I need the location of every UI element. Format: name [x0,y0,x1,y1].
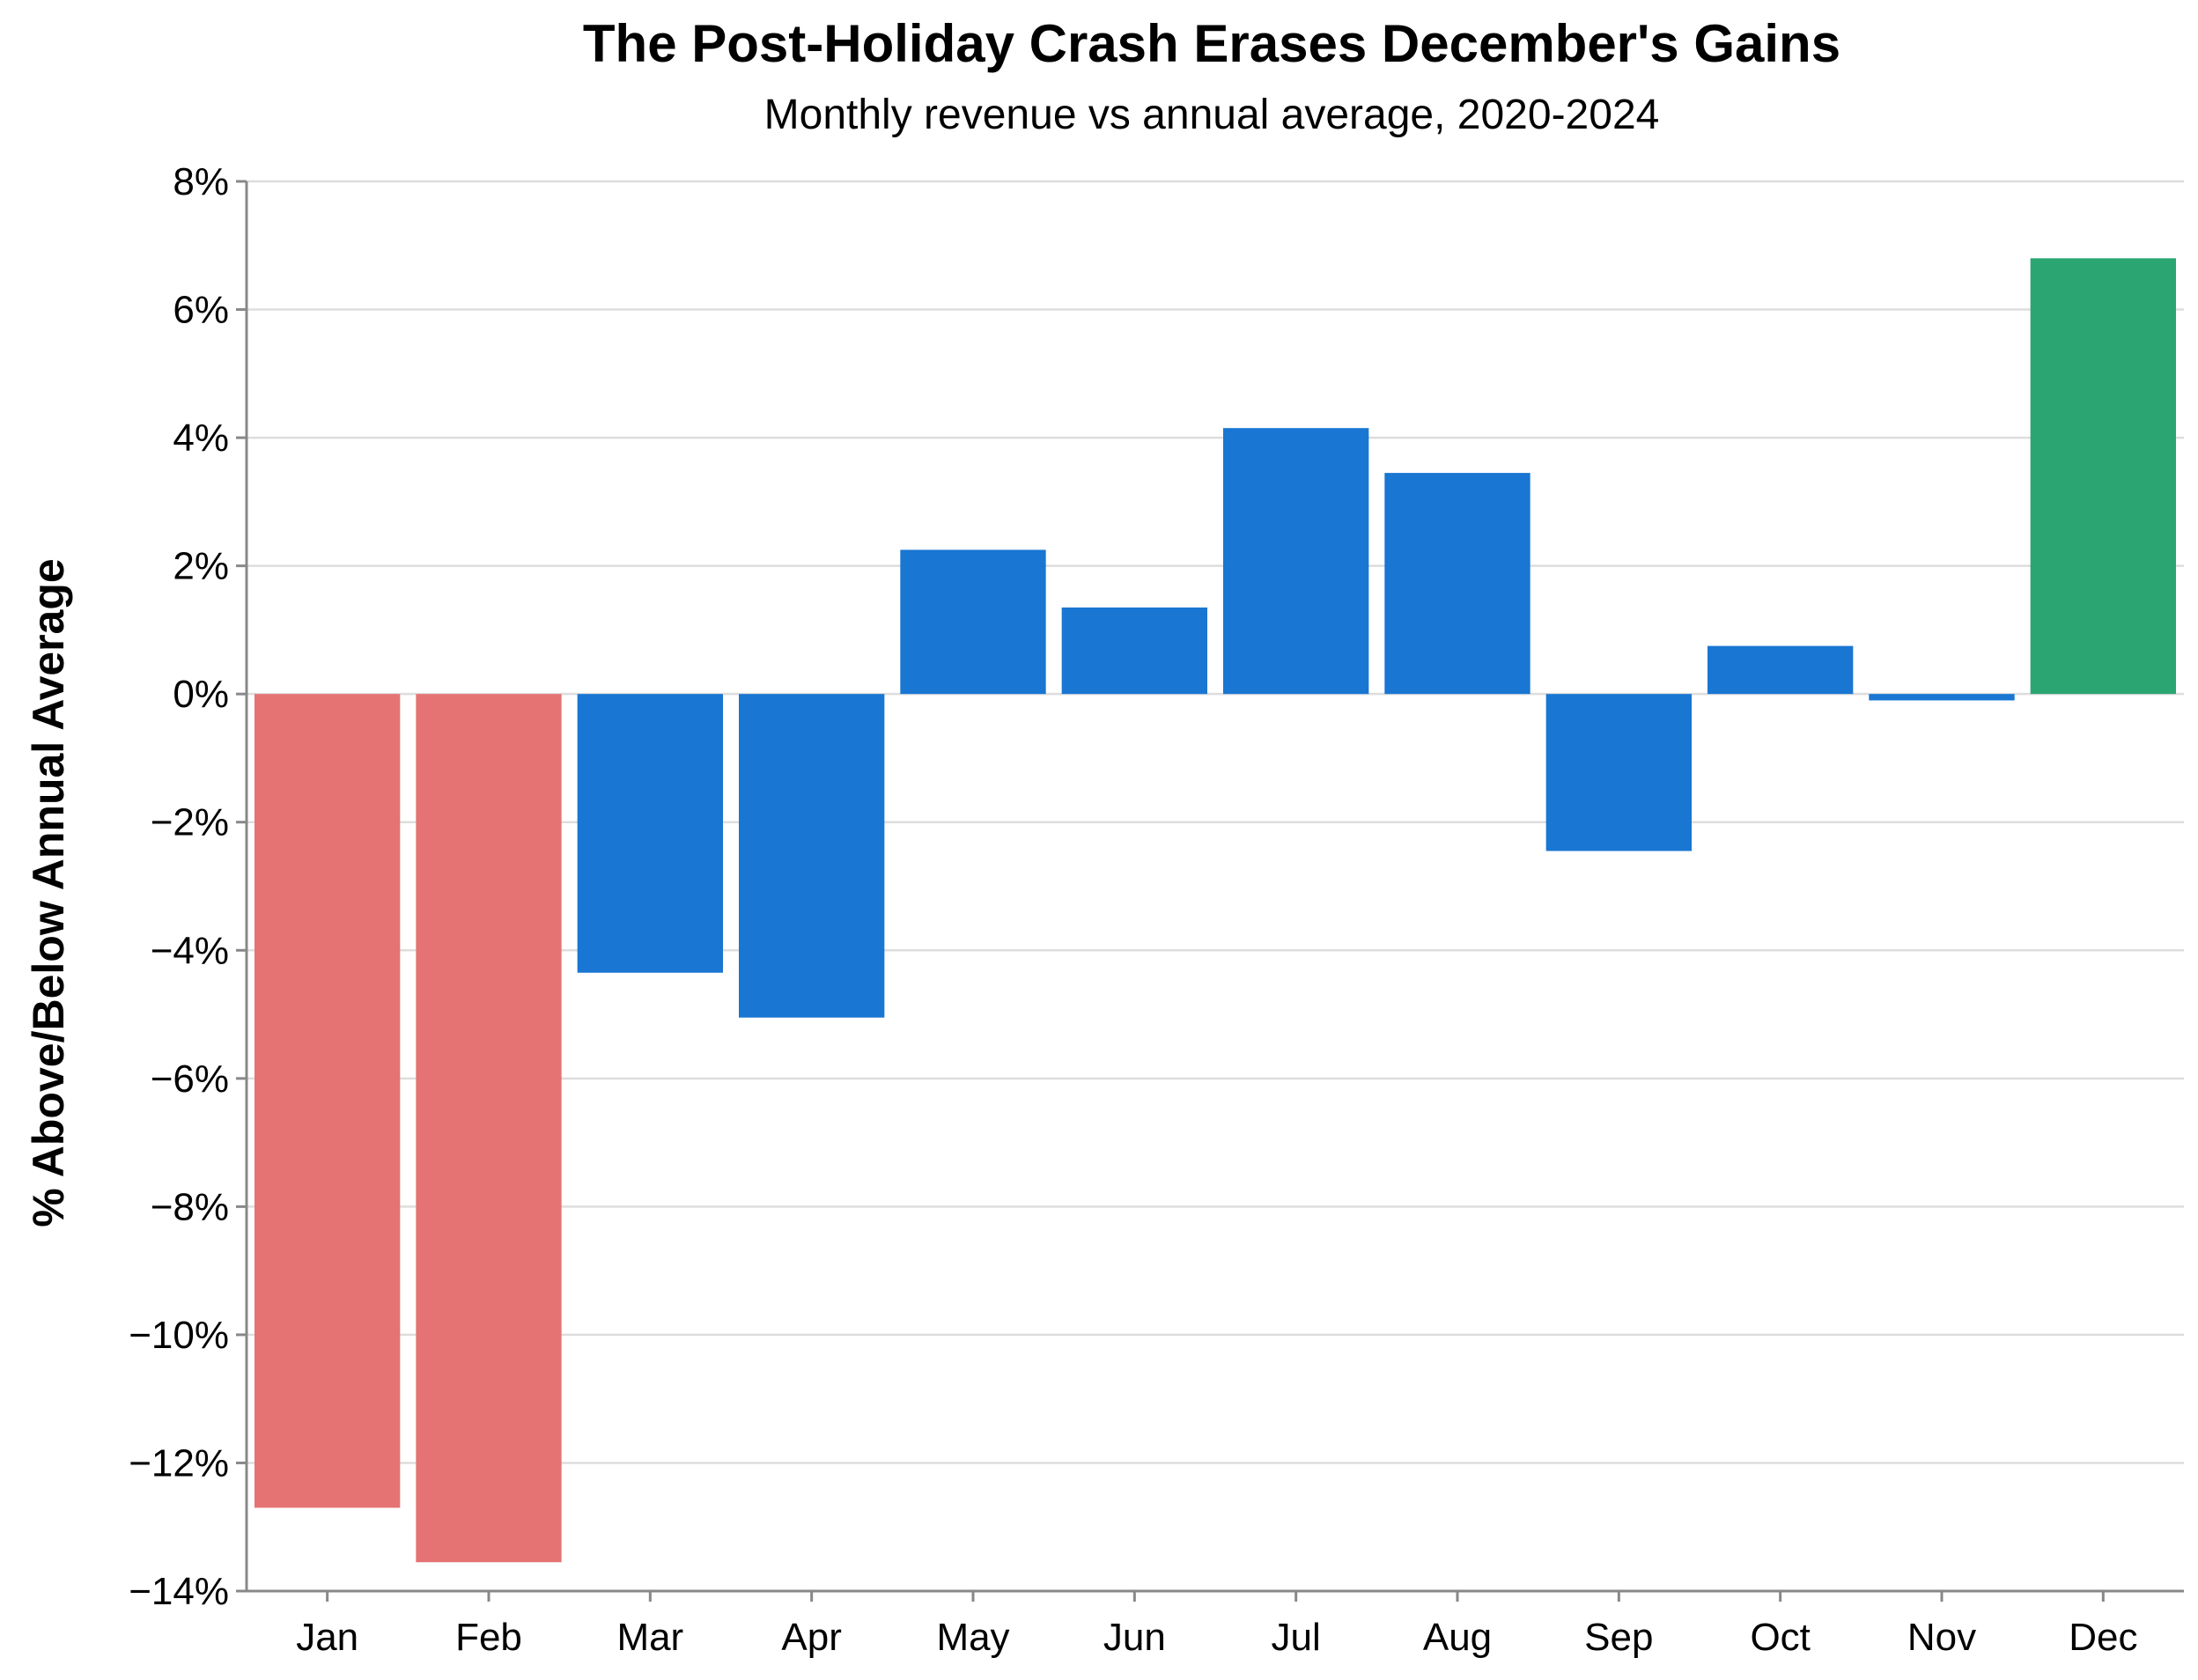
y-tick-label: −4% [151,929,229,972]
x-tick-label-nov: Nov [1907,1616,1976,1659]
bar-jun [1061,607,1207,695]
bar-may [900,549,1046,695]
bar-aug [1384,473,1530,695]
x-tick-label-jul: Jul [1272,1616,1321,1659]
y-tick-label: −2% [151,801,229,844]
chart-title: The Post-Holiday Crash Erases December's… [583,14,1840,73]
gridlines [247,180,2184,1464]
bar-feb [416,694,562,1563]
bar-mar [577,694,723,973]
x-tick-label-aug: Aug [1423,1616,1492,1659]
bar-jan [254,694,401,1508]
y-tick-label: 8% [173,160,229,203]
y-tick-label: 2% [173,545,229,588]
bar-nov [1869,694,2015,701]
x-tick-label-sep: Sep [1584,1616,1653,1659]
y-tick-label: −6% [151,1057,229,1101]
bar-sep [1545,694,1692,851]
x-tick-label-mar: Mar [616,1616,683,1659]
bars [254,258,2176,1563]
bar-oct [1708,645,1854,695]
y-axis-label: % Above/Below Annual Average [24,558,73,1227]
chart-subtitle: Monthly revenue vs annual average, 2020-… [764,92,1660,138]
y-tick-label: 4% [173,416,229,460]
bar-dec [2030,258,2176,695]
x-tick-label-oct: Oct [1750,1616,1810,1659]
bar-jul [1223,428,1369,695]
y-tick-label: 0% [173,673,229,716]
axes: 8% 6% 4% 2% 0% −2% −4% −6% −8% −10% −12% −14% Jan Feb… [129,160,2184,1659]
x-tick-label-may: May [936,1616,1009,1659]
y-tick-label: −14% [129,1570,229,1613]
y-tick-label: −12% [129,1441,229,1485]
bar-apr [739,694,885,1018]
x-tick-label-apr: Apr [781,1616,841,1659]
x-tick-label-dec: Dec [2069,1616,2137,1659]
x-tick-label-jun: Jun [1103,1616,1166,1659]
x-tick-label-feb: Feb [455,1616,522,1659]
y-tick-label: −8% [151,1185,229,1228]
y-tick-label: 6% [173,289,229,332]
y-tick-label: −10% [129,1314,229,1357]
x-tick-label-jan: Jan [296,1616,358,1659]
